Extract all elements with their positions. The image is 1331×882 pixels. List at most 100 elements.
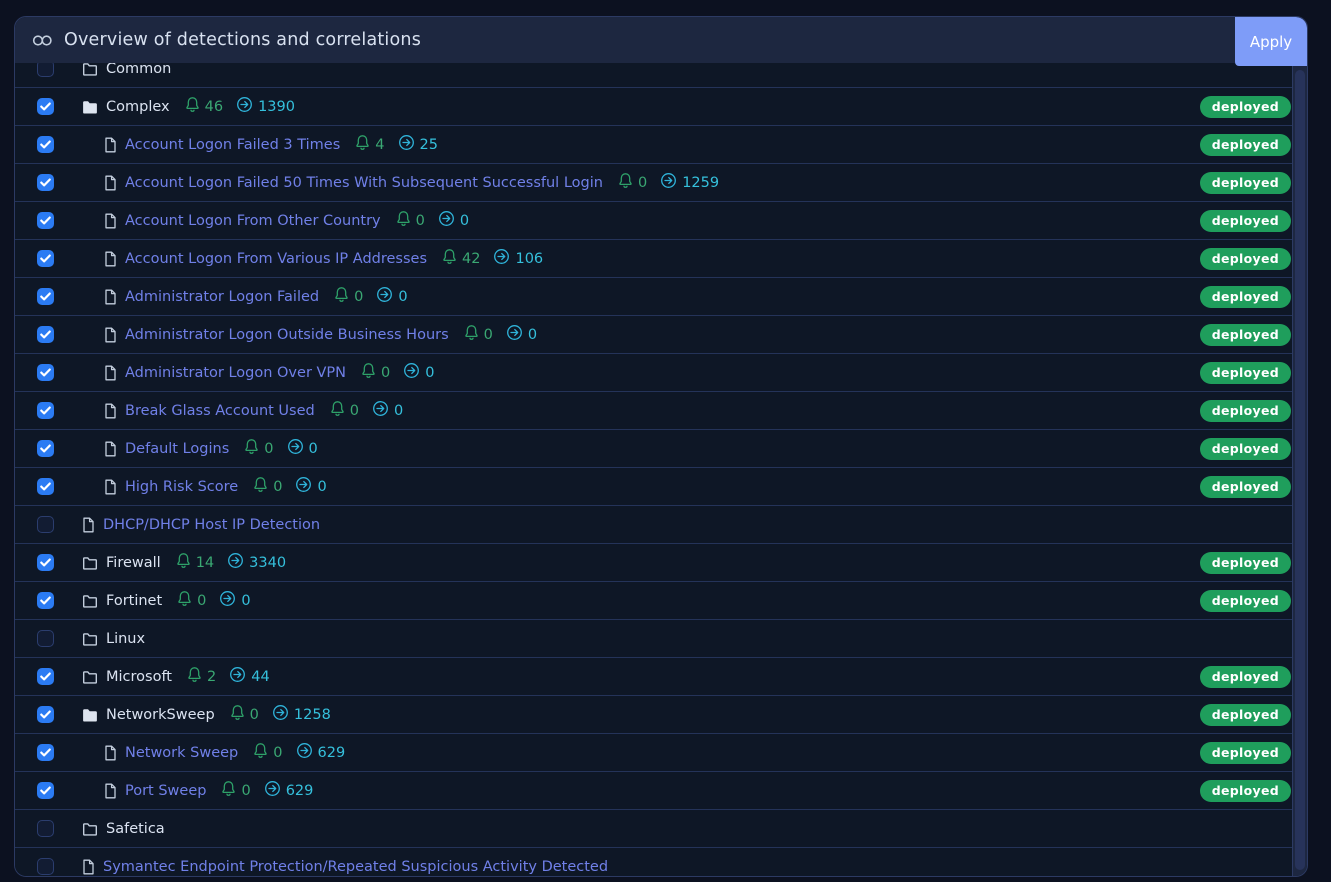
row-checkbox[interactable] xyxy=(37,592,54,609)
alerts-stat: 0 xyxy=(330,400,359,421)
row-label[interactable]: Microsoft xyxy=(106,668,172,685)
correlations-stat: 0 xyxy=(438,210,469,231)
table-row: Complex 46 1390 deployed xyxy=(15,88,1294,126)
row-checkbox[interactable] xyxy=(37,402,54,419)
row-label[interactable]: Default Logins xyxy=(125,440,230,457)
table-row: Break Glass Account Used 0 0 deployed xyxy=(15,392,1294,430)
row-checkbox[interactable] xyxy=(37,858,54,875)
row-checkbox[interactable] xyxy=(37,706,54,723)
correlations-count: 0 xyxy=(241,592,251,609)
alerts-count: 0 xyxy=(273,744,283,761)
file-icon xyxy=(104,783,117,799)
bell-icon xyxy=(330,400,345,421)
row-label[interactable]: Administrator Logon Failed xyxy=(125,288,320,305)
bell-icon xyxy=(187,666,202,687)
deployed-badge: deployed xyxy=(1199,323,1291,346)
row-label[interactable]: Linux xyxy=(106,630,146,647)
correlations-stat: 1258 xyxy=(272,704,331,725)
row-label[interactable]: Account Logon From Other Country xyxy=(125,212,381,229)
file-icon xyxy=(104,745,117,761)
table-row: DHCP/DHCP Host IP Detection xyxy=(15,506,1294,544)
correlations-count: 106 xyxy=(515,250,544,267)
row-label[interactable]: High Risk Score xyxy=(125,478,239,495)
row-checkbox[interactable] xyxy=(37,820,54,837)
folder-icon xyxy=(82,594,98,608)
deployed-badge: deployed xyxy=(1199,247,1291,270)
file-icon xyxy=(104,213,117,229)
row-label[interactable]: Account Logon Failed 50 Times With Subse… xyxy=(125,174,603,191)
alerts-count: 2 xyxy=(207,668,217,685)
row-checkbox[interactable] xyxy=(37,364,54,381)
row-label[interactable]: Administrator Logon Outside Business Hou… xyxy=(125,326,449,343)
row-checkbox[interactable] xyxy=(37,668,54,685)
table-row: Default Logins 0 0 deployed xyxy=(15,430,1294,468)
row-label[interactable]: Symantec Endpoint Protection/Repeated Su… xyxy=(103,858,609,875)
row-checkbox[interactable] xyxy=(37,782,54,799)
table-row: Firewall 14 3340 deployed xyxy=(15,544,1294,582)
file-icon xyxy=(104,137,117,153)
row-checkbox[interactable] xyxy=(37,516,54,533)
correlations-stat: 1390 xyxy=(236,96,295,117)
row-label[interactable]: NetworkSweep xyxy=(106,706,215,723)
row-checkbox[interactable] xyxy=(37,98,54,115)
panel-header: Overview of detections and correlations xyxy=(15,17,1307,63)
table-row: Safetica xyxy=(15,810,1294,848)
correlations-stat: 0 xyxy=(287,438,318,459)
row-label[interactable]: Network Sweep xyxy=(125,744,239,761)
deployed-badge: deployed xyxy=(1199,475,1291,498)
file-icon xyxy=(104,479,117,495)
alerts-stat: 0 xyxy=(253,476,282,497)
deployed-badge: deployed xyxy=(1199,209,1291,232)
row-label[interactable]: Common xyxy=(106,60,172,77)
row-label[interactable]: Break Glass Account Used xyxy=(125,402,315,419)
row-checkbox[interactable] xyxy=(37,174,54,191)
arrow-right-circle-icon xyxy=(287,438,304,459)
row-label[interactable]: Fortinet xyxy=(106,592,163,609)
row-label[interactable]: Firewall xyxy=(106,554,161,571)
alerts-stat: 2 xyxy=(187,666,216,687)
row-checkbox[interactable] xyxy=(37,440,54,457)
correlations-count: 0 xyxy=(308,440,318,457)
deployed-badge: deployed xyxy=(1199,589,1291,612)
alerts-stat: 0 xyxy=(244,438,274,459)
correlations-stat: 0 xyxy=(403,362,435,383)
alerts-stat: 0 xyxy=(177,590,206,611)
row-label[interactable]: Account Logon From Various IP Addresses xyxy=(125,250,428,267)
row-label[interactable]: Safetica xyxy=(106,820,165,837)
row-checkbox[interactable] xyxy=(37,554,54,571)
page-title: Overview of detections and correlations xyxy=(64,30,422,50)
alerts-stat: 0 xyxy=(396,210,425,231)
bell-icon xyxy=(253,476,268,497)
deployed-badge: deployed xyxy=(1199,703,1291,726)
row-label[interactable]: Administrator Logon Over VPN xyxy=(125,364,347,381)
row-checkbox[interactable] xyxy=(37,630,54,647)
apply-button[interactable]: Apply xyxy=(1235,17,1307,66)
file-icon xyxy=(104,403,117,419)
row-checkbox[interactable] xyxy=(37,250,54,267)
correlations-count: 0 xyxy=(425,364,435,381)
correlations-count: 0 xyxy=(527,326,538,343)
bell-icon xyxy=(221,780,236,801)
file-icon xyxy=(104,327,117,343)
correlations-count: 0 xyxy=(317,478,327,495)
row-checkbox[interactable] xyxy=(37,744,54,761)
bell-icon xyxy=(176,552,191,573)
correlations-stat: 0 xyxy=(219,590,251,611)
arrow-right-circle-icon xyxy=(438,210,455,231)
row-checkbox[interactable] xyxy=(37,326,54,343)
row-label[interactable]: Complex xyxy=(106,98,170,115)
bell-icon xyxy=(230,704,245,725)
alerts-count: 14 xyxy=(195,554,215,571)
row-checkbox[interactable] xyxy=(37,136,54,153)
correlations-stat: 106 xyxy=(493,248,543,269)
row-label[interactable]: Account Logon Failed 3 Times xyxy=(125,136,341,153)
row-checkbox[interactable] xyxy=(37,288,54,305)
row-label[interactable]: Port Sweep xyxy=(125,782,207,799)
correlations-stat: 629 xyxy=(264,780,313,801)
vertical-scrollbar[interactable] xyxy=(1292,66,1307,876)
row-checkbox[interactable] xyxy=(37,478,54,495)
arrow-right-circle-icon xyxy=(236,96,253,117)
row-label[interactable]: DHCP/DHCP Host IP Detection xyxy=(103,516,321,533)
row-checkbox[interactable] xyxy=(37,212,54,229)
scrollbar-thumb[interactable] xyxy=(1295,70,1305,870)
